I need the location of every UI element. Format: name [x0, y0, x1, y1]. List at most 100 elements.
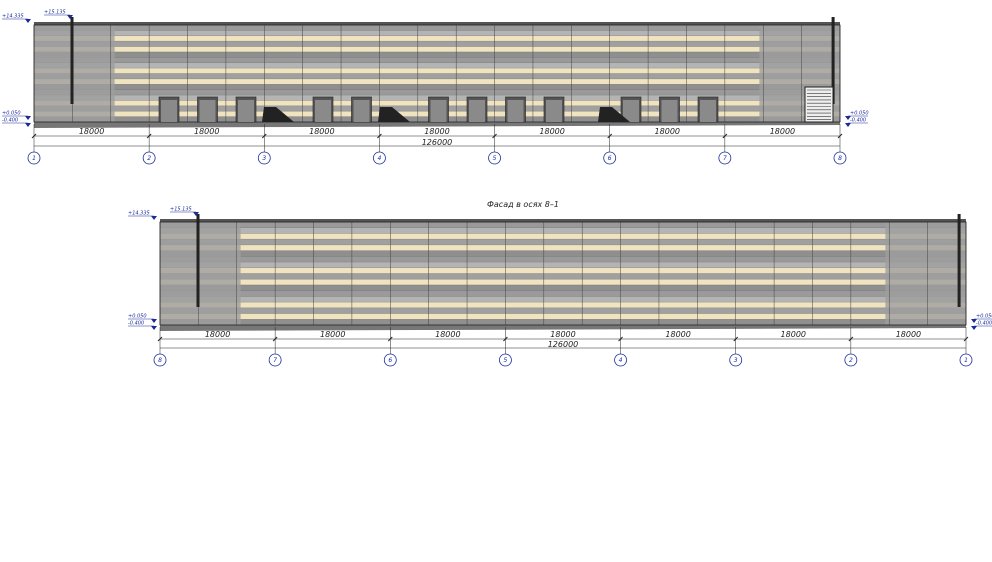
wall-band	[160, 267, 966, 274]
wall-band	[160, 222, 966, 229]
level-mark	[151, 216, 157, 220]
dimension: 18000	[655, 127, 680, 136]
level-mark	[25, 116, 31, 120]
tick	[848, 336, 854, 342]
level-label: +0.050	[976, 314, 992, 320]
parapet	[34, 22, 840, 25]
level-label: +14.335	[2, 14, 24, 20]
axis-label: 7	[723, 155, 727, 162]
wall-band	[34, 84, 840, 90]
end-panel	[34, 25, 115, 122]
level-label: +0.050	[850, 111, 869, 117]
axis-bubble	[603, 151, 617, 165]
dimension: 18000	[665, 330, 690, 339]
wall-band	[160, 250, 966, 257]
parapet	[160, 219, 966, 222]
facade	[159, 214, 967, 331]
wall-band	[34, 46, 840, 53]
tick	[261, 133, 267, 139]
dimension: 18000	[205, 330, 230, 339]
wall-band	[160, 319, 966, 326]
gate-leaf	[238, 100, 254, 122]
axis-label: 7	[273, 357, 277, 364]
axis-label: 5	[504, 357, 508, 364]
wall-band	[160, 313, 966, 320]
axis-bubble	[268, 353, 282, 367]
dimension: 18000	[79, 127, 104, 136]
wall-band	[34, 73, 840, 80]
ramp	[598, 107, 630, 122]
gate-leaf	[161, 100, 177, 122]
wall-band	[160, 290, 966, 297]
level-mark	[151, 319, 157, 323]
tick	[503, 336, 508, 342]
wall-band	[34, 30, 840, 37]
end-panel	[160, 222, 241, 325]
wall-band	[34, 89, 840, 96]
wall-band	[160, 262, 966, 269]
axis-label: 6	[388, 357, 392, 364]
wall-band	[160, 296, 966, 303]
wall-band	[34, 25, 840, 31]
dimension: 18000	[770, 127, 795, 136]
level-label: -0.400	[2, 118, 18, 124]
axis-bubble	[614, 353, 627, 367]
dimension: 18000	[194, 127, 219, 136]
facade	[33, 17, 841, 128]
level-label: -0.400	[128, 321, 144, 327]
level-label: +15.135	[170, 207, 192, 213]
axis-label: 5	[493, 155, 497, 162]
gate-leaf	[623, 100, 639, 122]
tick	[146, 133, 152, 139]
wall-band	[160, 279, 966, 286]
level-mark	[193, 212, 199, 216]
axis-label: 8	[838, 155, 842, 162]
axis-bubble	[833, 151, 847, 165]
level-label: -0.400	[850, 118, 866, 124]
level-label: +0.050	[2, 111, 21, 117]
level-label: +0.050	[128, 314, 147, 320]
level-label: +14.335	[128, 211, 150, 217]
axis-bubble	[499, 353, 512, 367]
tick	[607, 133, 613, 139]
wall-outline	[159, 221, 967, 326]
axis-label: 4	[619, 357, 623, 364]
tick	[618, 336, 623, 342]
wall-band	[34, 57, 840, 64]
ladder	[196, 214, 200, 307]
gate-leaf	[700, 100, 716, 122]
dimension: 18000	[781, 330, 806, 339]
gate-leaf	[315, 100, 331, 122]
axis-label: 3	[734, 357, 738, 364]
gate-leaf	[430, 100, 447, 122]
tick	[272, 336, 278, 342]
wall-band	[160, 284, 966, 291]
axis-label: 8	[158, 357, 162, 364]
axis-label: 6	[608, 155, 612, 162]
axis-bubble	[153, 353, 167, 367]
axis-label: 1	[32, 155, 36, 162]
axis-label: 3	[262, 155, 266, 162]
ladder	[957, 214, 961, 307]
wall-band	[160, 233, 966, 240]
rolling-door	[804, 86, 834, 123]
level-label: +15.135	[44, 10, 66, 16]
level-mark	[845, 116, 851, 120]
end-panel	[885, 222, 966, 325]
axis-bubble	[718, 151, 732, 165]
total-dimension: 126000	[548, 340, 579, 349]
wall-band	[34, 78, 840, 85]
gate-leaf	[353, 100, 370, 122]
tick	[722, 133, 728, 139]
axis-bubble	[959, 353, 973, 367]
axis-label: 4	[378, 155, 382, 162]
wall-band	[34, 41, 840, 47]
axis-label: 2	[147, 155, 151, 162]
wall-band	[160, 227, 966, 234]
level-mark	[971, 319, 977, 323]
wall-band	[160, 302, 966, 309]
axis-label: 2	[849, 357, 853, 364]
plinth	[34, 122, 840, 128]
axis-bubble	[142, 151, 156, 165]
dimension: 18000	[435, 330, 460, 339]
